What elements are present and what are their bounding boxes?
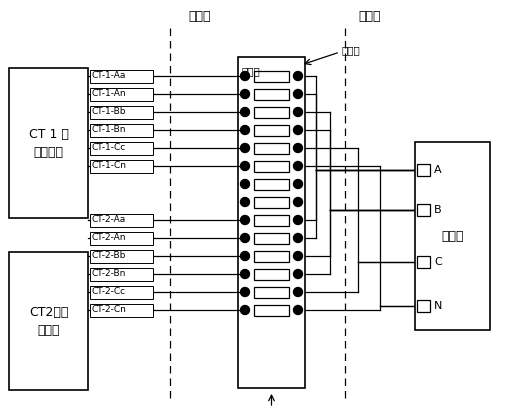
Circle shape [240,180,250,188]
Bar [254,251,289,261]
Circle shape [294,90,302,98]
Bar [254,124,289,135]
Text: CT-1-Aa: CT-1-Aa [92,71,126,81]
Circle shape [240,197,250,206]
Circle shape [294,180,302,188]
Circle shape [294,126,302,135]
Bar [254,142,289,154]
Bar [90,142,153,154]
Text: CT-2-An: CT-2-An [92,233,126,242]
Circle shape [240,71,250,81]
Text: CT-2-Aa: CT-2-Aa [92,216,126,225]
Bar [90,232,153,244]
Circle shape [294,107,302,116]
Bar [254,178,289,190]
Bar [90,69,153,83]
Text: CT-1-Cc: CT-1-Cc [92,143,126,152]
Circle shape [240,233,250,242]
Bar [90,159,153,173]
Text: CT-2-Bn: CT-2-Bn [92,270,126,278]
Bar [9,68,88,218]
Bar [254,88,289,100]
Bar [254,197,289,207]
Circle shape [294,143,302,152]
Text: 连接片: 连接片 [262,411,281,413]
Bar [9,252,88,390]
Bar [90,214,153,226]
Circle shape [240,161,250,171]
Bar [254,304,289,316]
Text: CT-2-Bb: CT-2-Bb [92,252,126,261]
Circle shape [240,216,250,225]
Text: CT-1-An: CT-1-An [92,90,126,98]
Circle shape [294,270,302,278]
Text: A: A [434,165,442,175]
Bar [90,268,153,280]
Bar [90,88,153,100]
Text: N: N [434,301,442,311]
Circle shape [294,71,302,81]
Bar [238,57,305,388]
Text: 互感器: 互感器 [37,323,60,337]
Circle shape [240,270,250,278]
Circle shape [240,306,250,315]
Bar [417,256,430,268]
Text: 二次侧: 二次侧 [189,9,211,22]
Text: 流互感器: 流互感器 [34,145,63,159]
Bar [254,233,289,244]
Text: 保护侧: 保护侧 [359,9,381,22]
Bar [90,123,153,137]
Circle shape [240,107,250,116]
Bar [90,105,153,119]
Text: CT-2-Cn: CT-2-Cn [92,306,127,315]
Bar [415,142,490,330]
Text: 保护屏: 保护屏 [441,230,464,242]
Text: CT2电流: CT2电流 [29,306,68,318]
Text: 端子箱: 端子箱 [242,66,261,76]
Circle shape [294,216,302,225]
Text: C: C [434,257,442,267]
Bar [90,249,153,263]
Bar [417,300,430,312]
Circle shape [240,252,250,261]
Text: 连接片: 连接片 [342,45,361,55]
Text: CT 1 电: CT 1 电 [28,128,69,140]
Circle shape [294,233,302,242]
Circle shape [294,252,302,261]
Circle shape [240,287,250,297]
Text: CT-2-Cc: CT-2-Cc [92,287,126,297]
Circle shape [240,126,250,135]
Bar [254,268,289,280]
Circle shape [294,306,302,315]
Bar [254,287,289,297]
Bar [417,204,430,216]
Circle shape [294,287,302,297]
Bar [254,161,289,171]
Text: CT-1-Bn: CT-1-Bn [92,126,126,135]
Circle shape [294,161,302,171]
Text: CT-1-Cn: CT-1-Cn [92,161,127,171]
Bar [254,107,289,118]
Circle shape [294,197,302,206]
Bar [90,285,153,299]
Bar [254,214,289,225]
Circle shape [240,143,250,152]
Text: CT-1-Bb: CT-1-Bb [92,107,126,116]
Bar [417,164,430,176]
Circle shape [240,90,250,98]
Bar [254,71,289,81]
Text: B: B [434,205,442,215]
Bar [90,304,153,316]
